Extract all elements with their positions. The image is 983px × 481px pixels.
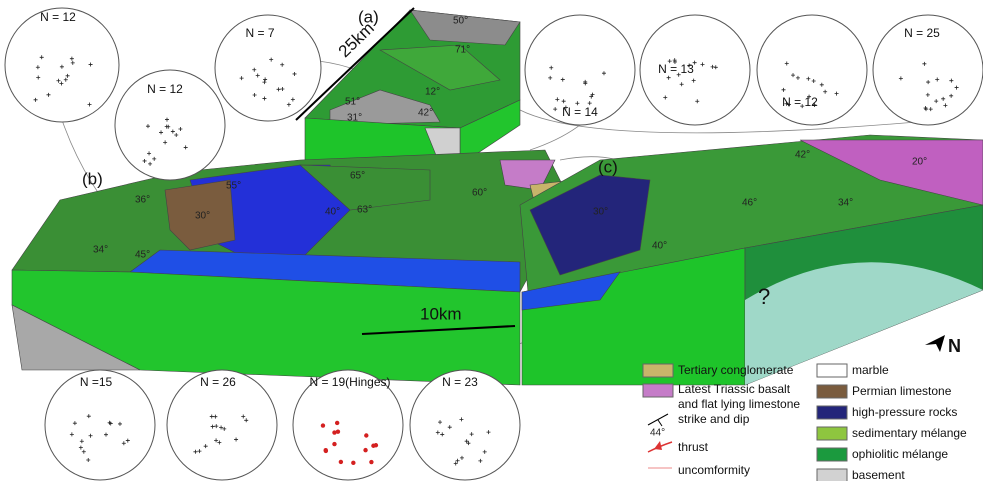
hinge-point [351, 461, 355, 465]
dip-label: 30° [195, 211, 210, 222]
stereonet-label: N = 25 [904, 26, 940, 40]
dip-label: 71° [455, 45, 470, 56]
dip-label: 42° [418, 108, 433, 119]
stereonet-label: N = 12 [147, 82, 183, 96]
dip-label: 63° [357, 205, 372, 216]
block-c [520, 135, 983, 385]
legend-swatch [817, 427, 847, 440]
hinge-point [339, 460, 343, 464]
legend-label: strike and dip [678, 412, 750, 426]
dip-label: 42° [795, 150, 810, 161]
legend-swatch [643, 364, 673, 377]
legend-label: basement [852, 468, 905, 481]
legend-label: Latest Triassic basalt [678, 382, 791, 396]
hinge-point [324, 448, 328, 452]
stereonet-label: N = 13 [658, 62, 694, 76]
stereonet-label: N = 23 [442, 375, 478, 389]
dip-label: 45° [135, 250, 150, 261]
dip-label: 46° [742, 198, 757, 209]
strike-dip-symbol [658, 420, 662, 426]
dip-label: 30° [593, 207, 608, 218]
block-a [305, 10, 520, 165]
panel-label: (c) [598, 157, 618, 176]
dip-label: 20° [912, 157, 927, 168]
thrust-symbol [654, 441, 662, 450]
hinge-point [336, 430, 340, 434]
legend-label: uncomformity [678, 463, 750, 477]
hinge-point [369, 460, 373, 464]
legend-label: thrust [678, 440, 709, 454]
hinge-point [363, 448, 367, 452]
legend-label: high-pressure rocks [852, 405, 957, 419]
legend-label: Permian limestone [852, 384, 952, 398]
panel-label: (b) [82, 169, 103, 188]
north-arrow [925, 335, 945, 352]
stereonet [640, 15, 750, 125]
unknown-mark: ? [758, 284, 770, 309]
stereonet-label: N = 12 [782, 95, 818, 109]
dip-label: 34° [838, 198, 853, 209]
legend-swatch [817, 469, 847, 481]
legend-swatch [817, 364, 847, 377]
strike-dip-symbol [648, 414, 668, 425]
legend-label: Tertiary conglomerate [678, 363, 794, 377]
legend-swatch [817, 406, 847, 419]
stereonet-label: N = 26 [200, 375, 236, 389]
dip-label: 31° [347, 113, 362, 124]
legend-label: marble [852, 363, 889, 377]
dip-label: 36° [135, 195, 150, 206]
stereonet-label: N = 7 [245, 26, 274, 40]
stereonet-label: N = 12 [40, 10, 76, 24]
legend-label: ophiolitic mélange [852, 447, 948, 461]
stereonet-label: N =15 [80, 375, 113, 389]
legend-swatch [817, 385, 847, 398]
stereonet-label: N = 19(Hinges) [309, 375, 390, 389]
geology-diagram: 25km 10km (a) (b) (c) 50° 71° 12° 51° 42… [0, 0, 983, 481]
dip-label: 34° [93, 245, 108, 256]
dip-label: 40° [652, 241, 667, 252]
hinge-point [364, 433, 368, 437]
legend-swatch [643, 384, 673, 397]
dip-label: 60° [472, 188, 487, 199]
hinge-point [332, 442, 336, 446]
dip-label: 51° [345, 97, 360, 108]
stereonet-label: N = 14 [562, 105, 598, 119]
dip-label: 40° [325, 207, 340, 218]
panel-label: (a) [358, 7, 379, 26]
scale-label: 10km [420, 304, 462, 323]
legend-label: 44° [650, 428, 665, 439]
legend-swatch [817, 448, 847, 461]
hinge-point [374, 443, 378, 447]
legend-label: and flat lying limestone [678, 397, 800, 411]
dip-label: 55° [226, 181, 241, 192]
dip-label: 65° [350, 171, 365, 182]
north-label: N [948, 336, 961, 356]
dip-label: 12° [425, 87, 440, 98]
hinge-point [321, 423, 325, 427]
legend-label: sedimentary mélange [852, 426, 967, 440]
hinge-point [335, 421, 339, 425]
dip-label: 50° [453, 16, 468, 27]
